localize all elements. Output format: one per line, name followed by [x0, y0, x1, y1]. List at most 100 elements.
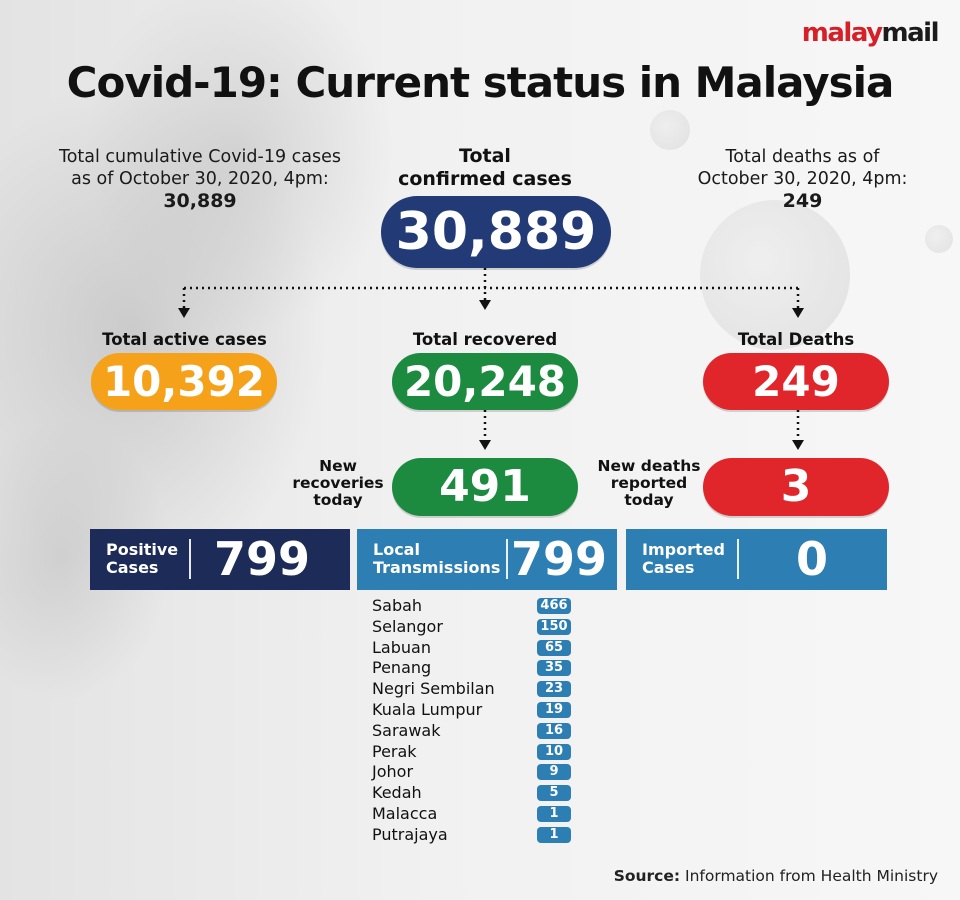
source-text: Information from Health Ministry — [685, 867, 938, 885]
cumulative-value: 30,889 — [163, 190, 237, 212]
deaths-pill: 249 — [703, 353, 889, 410]
active-cases-pill: 10,392 — [91, 353, 277, 410]
confirmed-label-line2: confirmed cases — [398, 168, 572, 190]
recovered-value: 20,248 — [403, 357, 567, 406]
confirmed-label-line1: Total — [459, 145, 511, 167]
location-count-badge: 150 — [537, 618, 571, 635]
location-name: Selangor — [372, 616, 443, 636]
brand-logo: malaymail — [801, 18, 940, 48]
list-item: Putrajaya 1 — [372, 825, 577, 846]
location-count-badge: 10 — [537, 743, 571, 760]
local-transmissions-label: Local Transmissions — [373, 541, 500, 577]
local-transmissions-label-line1: Local — [373, 540, 420, 559]
list-item: Johor 9 — [372, 762, 577, 783]
new-recoveries-label-line3: today — [313, 491, 363, 509]
new-deaths-label-line2: reported — [610, 474, 688, 492]
virus-illustration-dot — [925, 225, 953, 253]
location-name: Johor — [372, 762, 414, 782]
location-name: Negri Sembilan — [372, 679, 495, 699]
list-item: Penang 35 — [372, 658, 577, 679]
imported-cases-label-line2: Cases — [642, 558, 695, 577]
virus-illustration-small — [650, 110, 690, 150]
location-name: Perak — [372, 741, 417, 761]
new-recoveries-pill: 491 — [392, 458, 578, 516]
confirmed-label: Total confirmed cases — [360, 145, 610, 191]
positive-cases-label: Positive Cases — [106, 541, 178, 577]
list-item: Malacca 1 — [372, 804, 577, 825]
confirmed-cases-value: 30,889 — [395, 202, 597, 262]
deaths-as-of-line1: Total deaths as of — [725, 147, 880, 167]
imported-cases-value: 0 — [796, 532, 829, 586]
list-item: Labuan 65 — [372, 638, 577, 659]
deaths-as-of-line2: October 30, 2020, 4pm: — [697, 169, 908, 189]
new-deaths-label-line1: New deaths — [597, 457, 701, 475]
location-count-badge: 1 — [537, 826, 571, 843]
recovered-label: Total recovered — [412, 330, 558, 349]
new-recoveries-label-line1: New — [319, 457, 357, 475]
list-item: Perak 10 — [372, 742, 577, 763]
active-cases-value: 10,392 — [102, 357, 266, 406]
local-transmissions-divider — [506, 539, 508, 579]
location-name: Malacca — [372, 803, 438, 823]
new-recoveries-label-line2: recoveries — [292, 474, 384, 492]
page-title: Covid-19: Current status in Malaysia — [66, 58, 895, 107]
positive-cases-bar: Positive Cases 799 — [90, 529, 350, 590]
list-item: Kedah 5 — [372, 783, 577, 804]
imported-cases-label-line1: Imported — [642, 540, 725, 559]
list-item: Negri Sembilan 23 — [372, 679, 577, 700]
new-deaths-label-line3: today — [624, 491, 674, 509]
source-credit: Source: Information from Health Ministry — [614, 867, 938, 885]
location-count-badge: 65 — [537, 639, 571, 656]
new-deaths-value: 3 — [780, 461, 812, 512]
local-transmission-breakdown: Sabah 466 Selangor 150 Labuan 65 Penang 35 N… — [372, 596, 577, 846]
imported-cases-divider — [737, 539, 739, 579]
location-name: Kedah — [372, 783, 422, 803]
list-item: Kuala Lumpur 19 — [372, 700, 577, 721]
location-name: Labuan — [372, 637, 431, 657]
deaths-label: Total Deaths — [737, 330, 855, 349]
location-name: Sabah — [372, 596, 423, 615]
new-deaths-pill: 3 — [703, 458, 889, 516]
brand-logo-part1: malay — [801, 18, 883, 48]
location-count-badge: 35 — [537, 660, 571, 677]
location-count-badge: 1 — [537, 805, 571, 822]
cumulative-cases-stat: Total cumulative Covid-19 cases as of Oc… — [40, 146, 360, 212]
list-item: Selangor 150 — [372, 617, 577, 638]
positive-cases-divider — [189, 539, 191, 579]
recovered-pill: 20,248 — [392, 353, 578, 410]
new-recoveries-value: 491 — [439, 461, 531, 512]
source-label: Source: — [613, 867, 681, 885]
cumulative-line1: Total cumulative Covid-19 cases — [58, 147, 342, 167]
connector-lines — [178, 268, 804, 450]
new-recoveries-label: New recoveries today — [288, 458, 388, 509]
list-item: Sabah 466 — [372, 596, 577, 617]
cumulative-line2: as of October 30, 2020, 4pm: — [71, 169, 329, 189]
list-item: Sarawak 16 — [372, 721, 577, 742]
location-count-badge: 5 — [537, 785, 571, 802]
confirmed-cases-pill: 30,889 — [381, 196, 611, 268]
location-count-badge: 16 — [537, 722, 571, 739]
active-cases-label: Total active cases — [102, 330, 267, 349]
location-name: Kuala Lumpur — [372, 699, 483, 719]
location-name: Putrajaya — [372, 824, 448, 844]
positive-cases-value: 799 — [214, 532, 311, 586]
positive-cases-label-line2: Cases — [106, 558, 159, 577]
location-count-badge: 23 — [537, 681, 571, 698]
deaths-as-of-value: 249 — [782, 190, 823, 212]
local-transmissions-label-line2: Transmissions — [373, 558, 501, 577]
virus-illustration — [700, 200, 850, 350]
location-name: Sarawak — [372, 720, 441, 740]
location-count-badge: 9 — [537, 764, 571, 781]
location-count-badge: 19 — [537, 701, 571, 718]
location-count-badge: 466 — [537, 598, 571, 614]
location-name: Penang — [372, 658, 432, 678]
brand-logo-part2: mail — [881, 18, 940, 48]
local-transmissions-value: 799 — [511, 532, 608, 586]
deaths-value: 249 — [752, 357, 840, 406]
new-deaths-label: New deaths reported today — [593, 458, 705, 509]
positive-cases-label-line1: Positive — [106, 540, 179, 559]
imported-cases-bar: Imported Cases 0 — [626, 529, 887, 590]
local-transmissions-bar: Local Transmissions 799 — [357, 529, 617, 590]
deaths-as-of-stat: Total deaths as of October 30, 2020, 4pm… — [650, 146, 955, 212]
